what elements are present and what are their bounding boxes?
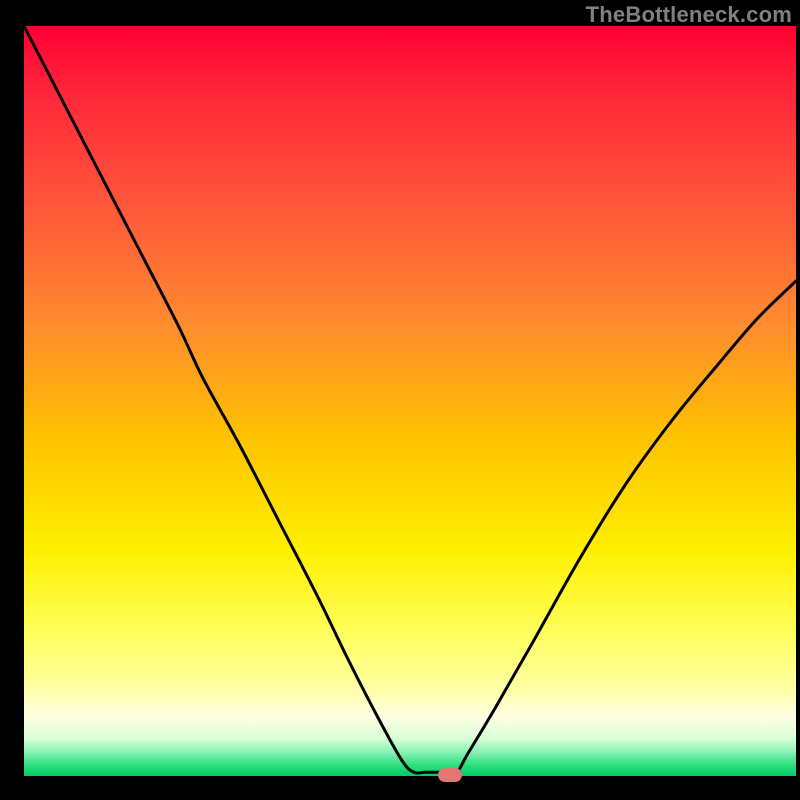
curve-svg [24,26,796,776]
chart-container: TheBottleneck.com [0,0,800,800]
bottleneck-curve [24,26,796,774]
optimum-marker [438,768,462,782]
watermark-text: TheBottleneck.com [586,2,792,28]
plot-area [24,26,796,776]
